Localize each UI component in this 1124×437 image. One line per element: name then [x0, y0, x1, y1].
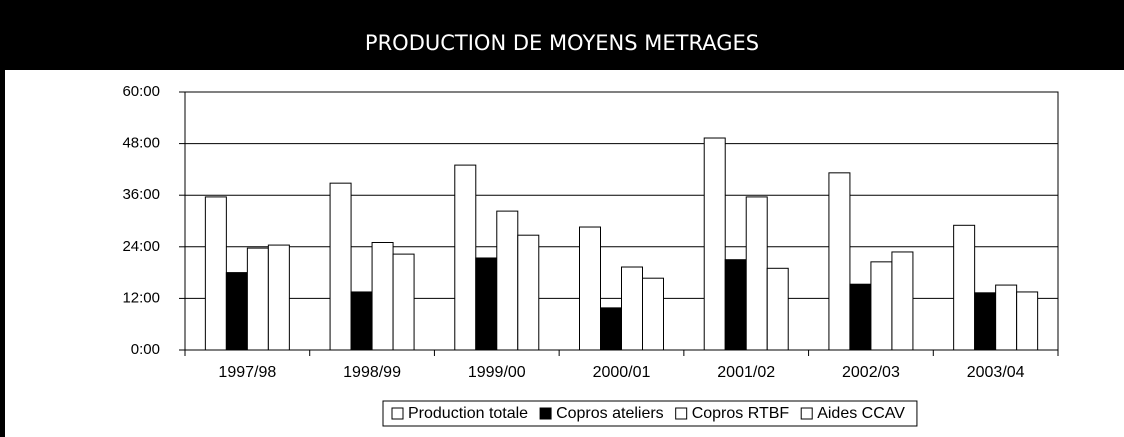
y-tick-label: 48:00	[122, 135, 160, 152]
bar	[225, 272, 248, 351]
left-border	[0, 70, 5, 437]
bar	[204, 196, 227, 351]
bar	[392, 253, 415, 351]
bar	[579, 226, 601, 351]
bar	[496, 210, 519, 351]
legend-swatch	[800, 407, 813, 420]
bar	[621, 266, 643, 351]
bar	[371, 242, 394, 351]
bar	[870, 261, 893, 351]
legend-label: Copros ateliers	[556, 405, 664, 422]
header-bar	[0, 0, 1124, 70]
x-tick-label: 2002/03	[842, 364, 900, 381]
bar	[703, 137, 726, 351]
bar	[745, 196, 768, 351]
x-tick-label: 2001/02	[717, 364, 775, 381]
chart-title: PRODUCTION DE MOYENS METRAGES	[365, 31, 759, 55]
bar	[350, 291, 373, 351]
legend-swatch	[539, 407, 552, 420]
bar	[517, 234, 540, 351]
x-tick-label: 2000/01	[593, 364, 651, 381]
y-tick-label: 36:00	[122, 186, 160, 203]
bar	[329, 182, 352, 351]
x-tick-label: 1997/98	[218, 364, 276, 381]
x-tick-label: 2003/04	[967, 364, 1025, 381]
y-tick-label: 0:00	[131, 341, 160, 358]
bar	[891, 251, 914, 351]
y-tick-label: 60:00	[122, 83, 160, 100]
legend-label: Production totale	[408, 405, 528, 422]
bar	[475, 257, 498, 351]
y-tick-label: 24:00	[122, 238, 160, 255]
legend-swatch	[675, 407, 688, 420]
bar	[974, 292, 997, 351]
bar	[246, 247, 269, 351]
bar	[642, 277, 664, 351]
y-tick-label: 12:00	[122, 289, 160, 306]
legend-label: Aides CCAV	[817, 405, 905, 422]
legend-swatch	[391, 407, 404, 420]
bar	[849, 283, 872, 351]
x-tick-label: 1999/00	[468, 364, 526, 381]
bar	[828, 172, 851, 351]
bar	[995, 284, 1018, 351]
bar	[1016, 291, 1039, 351]
x-tick-label: 1998/99	[343, 364, 401, 381]
bar	[267, 244, 290, 351]
bar	[766, 267, 789, 351]
bar	[600, 307, 622, 351]
bar	[724, 259, 747, 351]
bar	[953, 224, 976, 351]
legend-label: Copros RTBF	[692, 405, 790, 422]
legend-box	[382, 400, 918, 427]
bar	[454, 164, 477, 351]
